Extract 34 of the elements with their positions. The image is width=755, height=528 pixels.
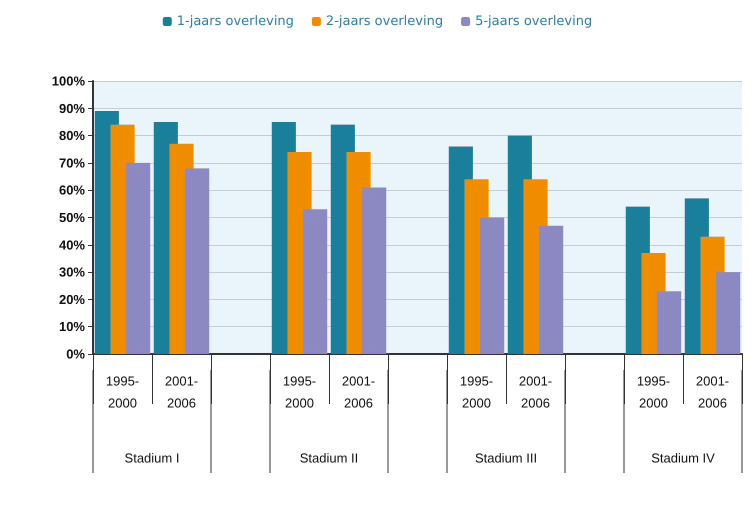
y-tick-label: 40%: [58, 237, 86, 252]
x-tick-label: 1995-2000: [636, 374, 670, 410]
y-tick-label: 0%: [66, 346, 86, 362]
x-tick-label: 2001-2006: [696, 374, 730, 410]
y-tick-label: 60%: [58, 182, 86, 198]
x-tick-label: 2001-2006: [518, 374, 552, 410]
bar: [303, 209, 328, 354]
x-tick-label: 2001-2006: [164, 374, 198, 410]
y-tick-label: 90%: [58, 100, 86, 116]
bar: [657, 291, 682, 354]
bar: [126, 162, 150, 354]
x-tick-label: 1995-2000: [460, 374, 494, 410]
x-tick-label: 1995-2000: [106, 374, 140, 410]
x-tick-label: 1995-2000: [282, 374, 316, 410]
y-tick-label: 100%: [52, 74, 86, 88]
y-tick-label: 80%: [58, 128, 86, 144]
bar: [362, 187, 386, 354]
x-tick-label: 2001-2006: [342, 374, 376, 410]
y-tick-label: 20%: [58, 292, 86, 307]
bar: [480, 218, 504, 354]
y-tick-label: 70%: [58, 155, 86, 170]
y-tick-label: 50%: [58, 210, 86, 225]
legend-label: 5-jaars overleving: [475, 14, 592, 29]
bar: [185, 168, 210, 354]
text: Stadium II: [300, 450, 358, 466]
legend-label: 1-jaars overleving: [176, 14, 294, 29]
text: Stadium III: [474, 450, 538, 466]
y-tick-label: 10%: [58, 319, 86, 334]
text: Stadium I: [124, 450, 180, 466]
text: Stadium IV: [651, 450, 716, 466]
bar: [539, 226, 564, 354]
bar: [716, 272, 740, 354]
y-tick-label: 30%: [58, 264, 86, 280]
legend-label: 2-jaars overleving: [326, 14, 444, 29]
